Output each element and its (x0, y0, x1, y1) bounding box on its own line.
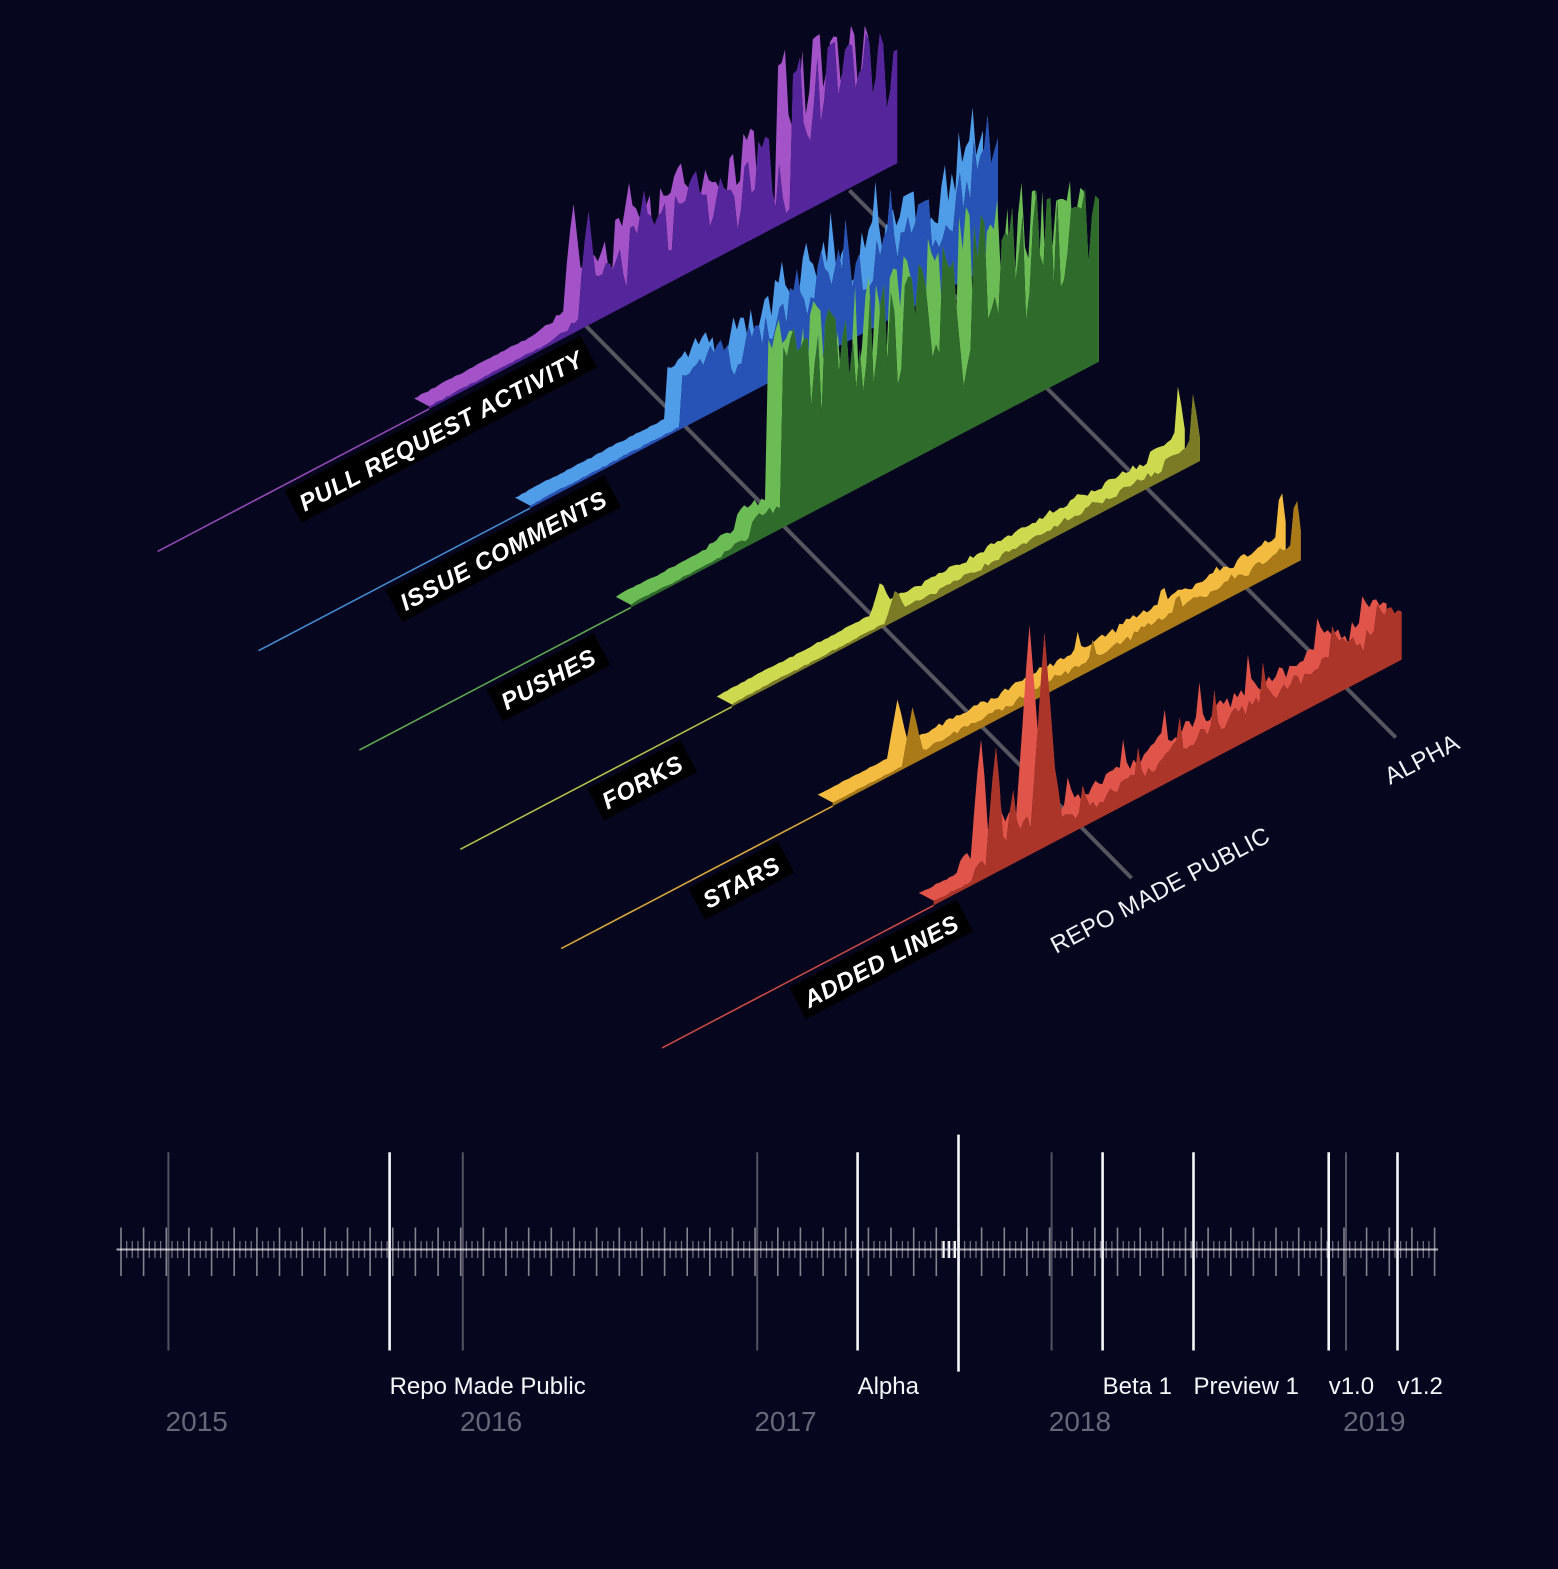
svg-text:2017: 2017 (754, 1406, 816, 1437)
svg-text:v1.2: v1.2 (1398, 1373, 1443, 1400)
svg-text:Preview 1: Preview 1 (1194, 1373, 1299, 1400)
svg-text:2016: 2016 (460, 1406, 522, 1437)
svg-text:Alpha: Alpha (858, 1373, 920, 1400)
svg-text:Beta 1: Beta 1 (1103, 1373, 1172, 1400)
svg-text:2015: 2015 (166, 1406, 228, 1437)
svg-text:v1.0: v1.0 (1329, 1373, 1374, 1400)
svg-text:2018: 2018 (1049, 1406, 1111, 1437)
svg-text:Repo Made Public: Repo Made Public (390, 1373, 586, 1400)
svg-text:2019: 2019 (1343, 1406, 1405, 1437)
